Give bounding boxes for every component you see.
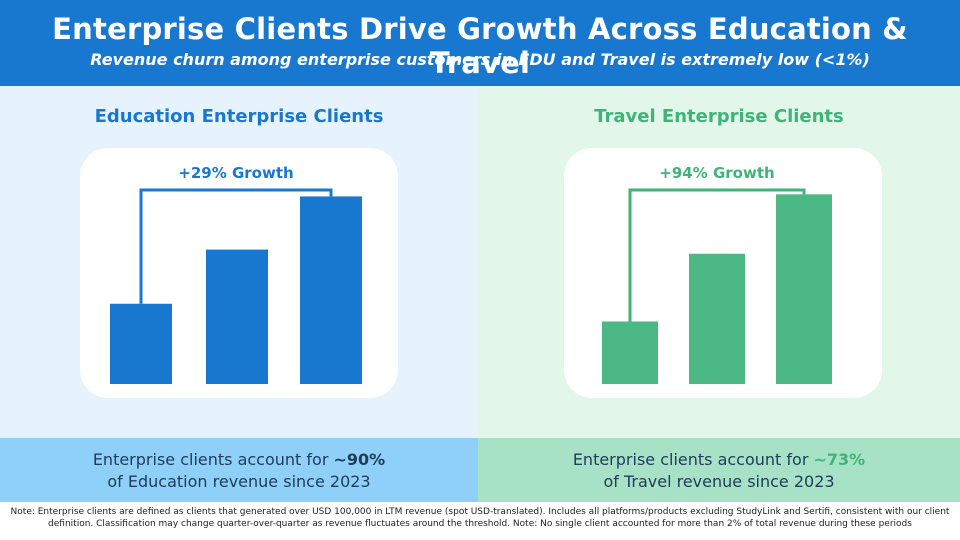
education-band-line2: of Education revenue since 2023: [107, 472, 371, 491]
education-band-pct: ~90%: [333, 450, 386, 469]
education-chart-title: Education Enterprise Clients: [94, 106, 384, 127]
travel-revenue-band: Enterprise clients account for ~73% of T…: [478, 438, 960, 502]
travel-band-line1: Enterprise clients account for ~73%: [478, 449, 960, 471]
page-title: Enterprise Clients Drive Growth Across E…: [52, 12, 908, 80]
travel-tick-2024: 2024: [696, 396, 738, 398]
education-tick-2023: 2023: [120, 396, 162, 398]
education-tick-2024: 2024: [216, 396, 258, 398]
footnote: Note: Enterprise clients are defined as …: [10, 507, 950, 529]
travel-band-prefix: Enterprise clients account for: [572, 450, 814, 469]
education-bar-2025: [300, 196, 362, 384]
education-bar-2024: [206, 249, 268, 384]
travel-band-pct: ~73%: [813, 450, 866, 469]
travel-bar-2023: [602, 321, 658, 384]
travel-panel: Travel Enterprise Clients 2023 2024 2025 +9…: [478, 86, 960, 438]
travel-tick-2025: 2025: [783, 396, 825, 398]
header-banner: Enterprise Clients Drive Growth Across E…: [0, 0, 960, 86]
travel-chart: 2023 2024 2025 +94% Growth: [602, 164, 832, 398]
education-bar-2023: [110, 303, 172, 384]
travel-bar-2025: [776, 194, 832, 384]
education-chart: 2023 2024 2025 +29% Growth: [110, 164, 362, 398]
education-band-prefix: Enterprise clients account for: [92, 450, 334, 469]
travel-chart-card: 2023 2024 2025 +94% Growth: [564, 148, 882, 398]
education-revenue-band: Enterprise clients account for ~90% of E…: [0, 438, 478, 502]
education-growth-label: +29% Growth: [178, 164, 293, 182]
travel-growth-label: +94% Growth: [659, 164, 774, 182]
education-chart-card: 2023 2024 2025 +29% Growth: [80, 148, 398, 398]
education-growth-connector: [139, 188, 333, 304]
travel-tick-2023: 2023: [609, 396, 651, 398]
travel-band-line2: of Travel revenue since 2023: [603, 472, 835, 491]
education-band-line1: Enterprise clients account for ~90%: [0, 449, 478, 471]
travel-chart-title: Travel Enterprise Clients: [594, 106, 844, 127]
page-subtitle: Revenue churn among enterprise customers…: [90, 50, 870, 69]
travel-bar-2024: [689, 253, 745, 384]
education-panel: Education Enterprise Clients 20232024202…: [0, 86, 478, 438]
travel-growth-connector: [628, 188, 806, 322]
education-tick-2025: 2025: [310, 396, 352, 398]
